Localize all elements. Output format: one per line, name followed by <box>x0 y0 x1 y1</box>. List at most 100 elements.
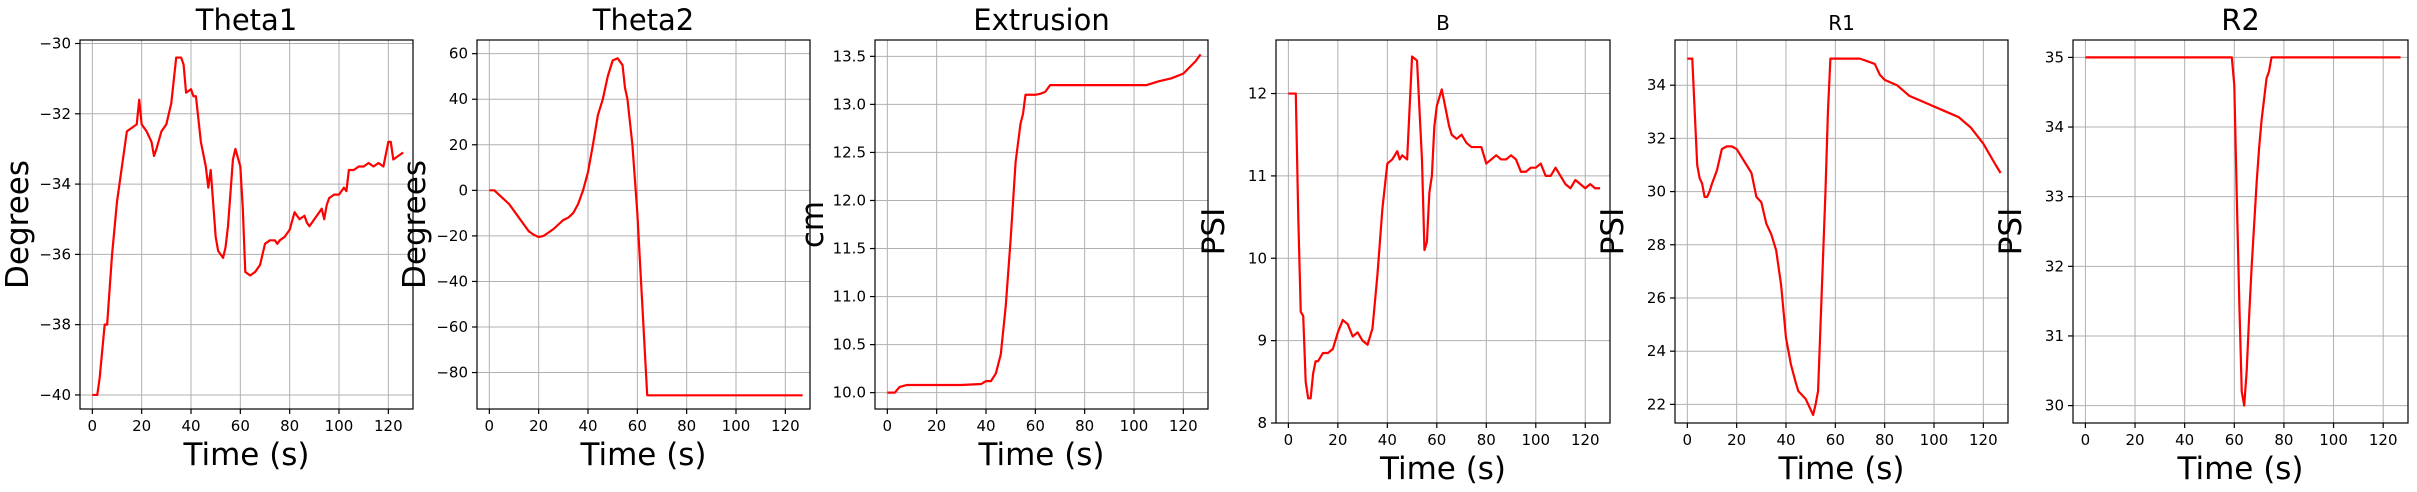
x-tick-label: 100 <box>2319 431 2348 449</box>
series-line-1 <box>1288 55 1601 400</box>
x-axis-label: Time (s) <box>2176 451 2303 487</box>
y-tick-label: 40 <box>449 90 468 108</box>
y-tick-label: −36 <box>39 245 71 263</box>
y-tick-label: 32 <box>1647 129 1666 147</box>
y-tick-label: 0 <box>458 181 468 199</box>
y-tick-label: 60 <box>449 45 468 63</box>
x-tick-label: 20 <box>132 417 151 435</box>
y-axis-label: cm <box>795 201 831 248</box>
x-tick-label: 0 <box>2081 431 2091 449</box>
x-tick-label: 60 <box>628 417 647 435</box>
y-tick-label: 34 <box>2045 118 2064 136</box>
x-tick-label: 100 <box>1120 417 1149 435</box>
x-tick-label: 20 <box>1727 431 1746 449</box>
chart-title: Theta1 <box>195 3 298 37</box>
panel-6: 0 20 40 60 80 100 120 30 31 32 33 34 35 R2 Time (s) PSI <box>1993 3 2409 487</box>
y-axis-label: PSI <box>1993 208 2029 256</box>
x-tick-label: 20 <box>529 417 548 435</box>
x-tick-label: 120 <box>771 417 800 435</box>
x-tick-label: 40 <box>578 417 597 435</box>
chart-title: R1 <box>1828 11 1855 35</box>
y-tick-label: 11.0 <box>833 288 866 306</box>
x-tick-label: 60 <box>1427 431 1446 449</box>
y-tick-label: −30 <box>39 35 71 53</box>
chart-title: Theta2 <box>592 3 695 37</box>
x-tick-label: 0 <box>88 417 98 435</box>
x-axis-label: Time (s) <box>579 437 706 473</box>
panel-2: 0 20 40 60 80 100 120 −80 −60 −40 −20 0 20 40 60 Theta2… <box>397 3 811 473</box>
y-tick-label: 20 <box>449 136 468 154</box>
x-tick-label: 60 <box>2225 431 2244 449</box>
axes-frame <box>476 39 811 410</box>
y-tick-label: 26 <box>1647 289 1666 307</box>
x-tick-label: 40 <box>1378 431 1397 449</box>
x-tick-label: 80 <box>1477 431 1496 449</box>
x-tick-label: 80 <box>1075 417 1094 435</box>
y-axis-label: Degrees <box>0 160 36 289</box>
y-tick-label: 12 <box>1248 85 1267 103</box>
y-tick-label: −38 <box>39 316 71 334</box>
axes-frame <box>1275 39 1611 424</box>
x-tick-label: 20 <box>1328 431 1347 449</box>
x-tick-label: 100 <box>1521 431 1550 449</box>
x-tick-label: 80 <box>1875 431 1894 449</box>
x-tick-label: 100 <box>325 417 354 435</box>
y-tick-label: 11 <box>1248 167 1267 185</box>
x-tick-label: 100 <box>722 417 751 435</box>
axes-frame <box>79 39 414 410</box>
y-tick-label: 10 <box>1248 249 1267 267</box>
x-tick-label: 120 <box>1571 431 1600 449</box>
panel-4: 0 20 40 60 80 100 120 8 9 10 11 12 B Time (s) PSI <box>1196 11 1611 487</box>
y-tick-label: 24 <box>1647 342 1666 360</box>
y-axis-label: PSI <box>1196 208 1232 256</box>
y-tick-label: 9 <box>1257 332 1267 350</box>
x-axis-label: Time (s) <box>1777 451 1904 487</box>
x-axis-label: Time (s) <box>1379 451 1506 487</box>
x-tick-label: 0 <box>883 417 893 435</box>
x-tick-label: 120 <box>1969 431 1998 449</box>
chart-title: Extrusion <box>973 3 1109 37</box>
y-axis-label: PSI <box>1595 208 1631 256</box>
panel-3: 0 20 40 60 80 100 120 10.0 10.5 11.0 11.5 12.0 12.5 1… <box>795 3 1209 473</box>
x-tick-label: 80 <box>2274 431 2293 449</box>
y-tick-label: −20 <box>436 227 468 245</box>
y-tick-label: −80 <box>436 364 468 382</box>
axes-frame <box>2072 39 2409 424</box>
y-tick-label: 12.0 <box>833 191 866 209</box>
x-tick-label: 120 <box>1169 417 1198 435</box>
x-tick-label: 0 <box>1284 431 1294 449</box>
chart-title: B <box>1436 11 1450 35</box>
series-line-1 <box>887 53 1202 394</box>
panel-1: 0 20 40 60 80 100 120 −40 −38 −36 −34 −32 −30 Theta1 T… <box>0 3 414 473</box>
series-line-1 <box>1687 57 2002 417</box>
x-tick-label: 0 <box>1683 431 1693 449</box>
x-axis-label: Time (s) <box>182 437 309 473</box>
x-tick-label: 0 <box>485 417 495 435</box>
y-tick-label: −32 <box>39 105 71 123</box>
x-tick-label: 40 <box>1776 431 1795 449</box>
y-tick-label: 12.5 <box>833 143 866 161</box>
y-tick-label: −40 <box>39 386 71 404</box>
y-tick-label: 13.0 <box>833 95 866 113</box>
y-tick-label: 35 <box>2045 48 2064 66</box>
x-axis-label: Time (s) <box>977 437 1104 473</box>
x-tick-label: 20 <box>927 417 946 435</box>
y-tick-label: 33 <box>2045 188 2064 206</box>
y-tick-label: 30 <box>2045 397 2064 415</box>
series-line-1 <box>489 57 803 397</box>
y-tick-label: −40 <box>436 272 468 290</box>
series-line-1 <box>92 56 404 397</box>
x-tick-label: 120 <box>374 417 403 435</box>
y-tick-label: 31 <box>2045 327 2064 345</box>
panel-5: 0 20 40 60 80 100 120 22 24 26 28 30 32 34 R1 Time (s) P… <box>1595 11 2009 487</box>
x-tick-label: 20 <box>2125 431 2144 449</box>
y-tick-label: 22 <box>1647 395 1666 413</box>
x-tick-label: 80 <box>677 417 696 435</box>
y-tick-label: 8 <box>1257 414 1267 432</box>
x-tick-label: 80 <box>280 417 299 435</box>
y-tick-label: 28 <box>1647 236 1666 254</box>
y-tick-label: 13.5 <box>833 47 866 65</box>
y-tick-label: 30 <box>1647 183 1666 201</box>
x-tick-label: 40 <box>976 417 995 435</box>
